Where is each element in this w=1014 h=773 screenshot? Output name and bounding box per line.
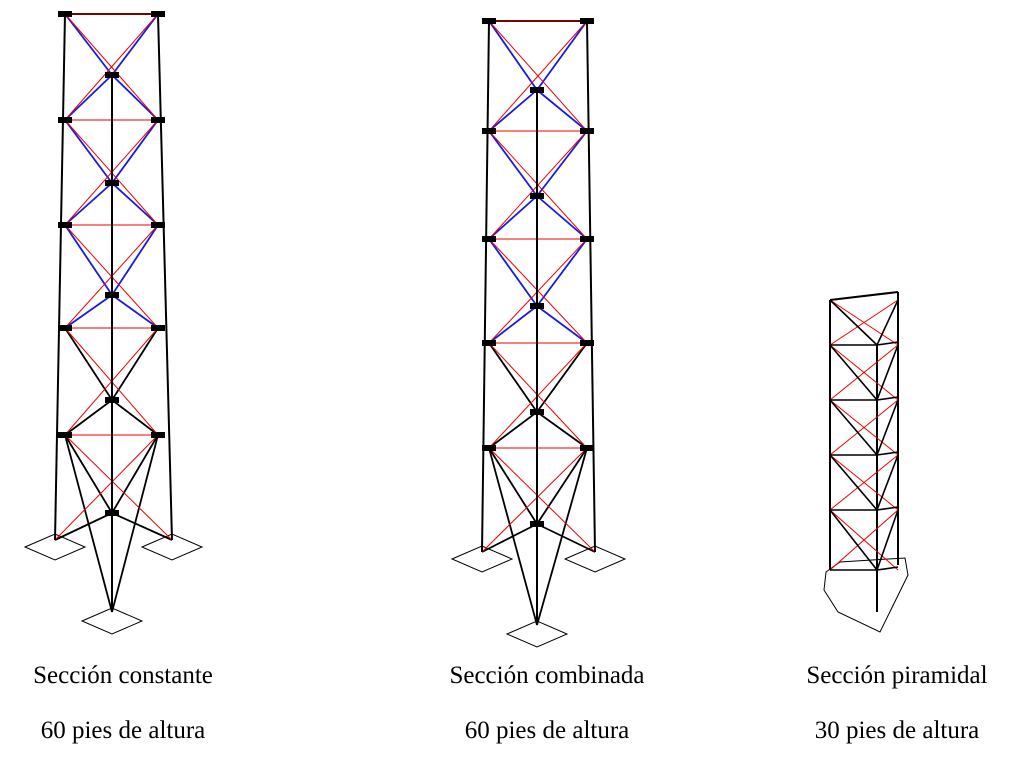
joint-plate	[105, 180, 119, 186]
joint-plate	[530, 193, 544, 199]
member	[537, 343, 587, 412]
joint-plate	[530, 303, 544, 309]
member	[65, 183, 112, 225]
joint-plate	[58, 222, 72, 228]
diagram: Sección constante 60 pies de altura Secc…	[0, 0, 1014, 773]
member	[537, 131, 587, 196]
member	[830, 400, 877, 455]
member	[537, 21, 587, 90]
joint-plate	[482, 128, 496, 134]
joint-plate	[58, 11, 72, 17]
joint-plate	[105, 292, 119, 298]
member	[55, 14, 65, 540]
member	[65, 435, 172, 540]
joint-plate	[151, 11, 165, 17]
footing	[824, 558, 908, 632]
member	[55, 513, 112, 540]
member	[489, 306, 537, 343]
member	[877, 507, 898, 510]
joint-plate	[105, 397, 119, 403]
member	[537, 448, 587, 524]
member	[65, 295, 112, 328]
member	[65, 14, 112, 75]
joint-plate	[151, 432, 165, 438]
caption-title: Sección combinada	[449, 662, 644, 689]
member	[830, 455, 877, 510]
joint-plate	[530, 409, 544, 415]
caption-height: 30 pies de altura	[815, 717, 980, 744]
joint-plate	[151, 222, 165, 228]
joint-plate	[58, 117, 72, 123]
joint-plate	[580, 340, 594, 346]
member	[830, 345, 877, 400]
joint-plate	[482, 445, 496, 451]
member	[489, 448, 537, 524]
joint-plate	[151, 325, 165, 331]
member	[537, 412, 587, 448]
member	[489, 412, 537, 448]
member	[489, 448, 537, 625]
caption-title: Sección constante	[33, 662, 213, 689]
joint-plate	[151, 117, 165, 123]
member	[112, 183, 158, 225]
member	[112, 513, 172, 540]
tower-drawings	[25, 11, 908, 647]
member	[112, 14, 158, 75]
joint-plate	[482, 340, 496, 346]
member	[489, 196, 537, 239]
member	[112, 400, 158, 435]
member	[65, 400, 112, 435]
joint-plate	[58, 325, 72, 331]
joint-plate	[105, 72, 119, 78]
joint-plate	[580, 18, 594, 24]
member	[489, 21, 537, 90]
member	[489, 90, 537, 131]
member	[489, 343, 537, 412]
member	[877, 397, 898, 400]
member	[489, 131, 537, 196]
joint-plate	[482, 236, 496, 242]
member	[65, 435, 112, 612]
caption-height: 60 pies de altura	[465, 717, 630, 744]
joint-plate	[58, 432, 72, 438]
member	[112, 328, 158, 400]
joint-plate	[580, 128, 594, 134]
member	[112, 75, 158, 120]
member	[537, 524, 595, 552]
joint-plate	[530, 87, 544, 93]
caption-height: 60 pies de altura	[41, 717, 206, 744]
joint-plate	[580, 445, 594, 451]
joint-plate	[482, 18, 496, 24]
member	[830, 292, 898, 300]
member	[537, 306, 587, 343]
caption-title: Sección piramidal	[806, 662, 987, 689]
member	[112, 295, 158, 328]
joint-plate	[580, 236, 594, 242]
member	[158, 14, 172, 540]
member	[482, 524, 537, 552]
member	[112, 435, 158, 513]
member	[482, 448, 587, 552]
member	[65, 75, 112, 120]
member	[537, 90, 587, 131]
member	[112, 120, 158, 183]
joint-plate	[105, 510, 119, 516]
member	[55, 435, 158, 540]
member	[877, 452, 898, 455]
member	[489, 239, 537, 306]
member	[537, 196, 587, 239]
member	[482, 21, 489, 552]
member	[587, 21, 595, 552]
joint-plate	[530, 521, 544, 527]
member	[65, 120, 112, 183]
member	[537, 239, 587, 306]
member	[489, 448, 595, 552]
member	[830, 300, 877, 345]
member	[112, 435, 158, 612]
